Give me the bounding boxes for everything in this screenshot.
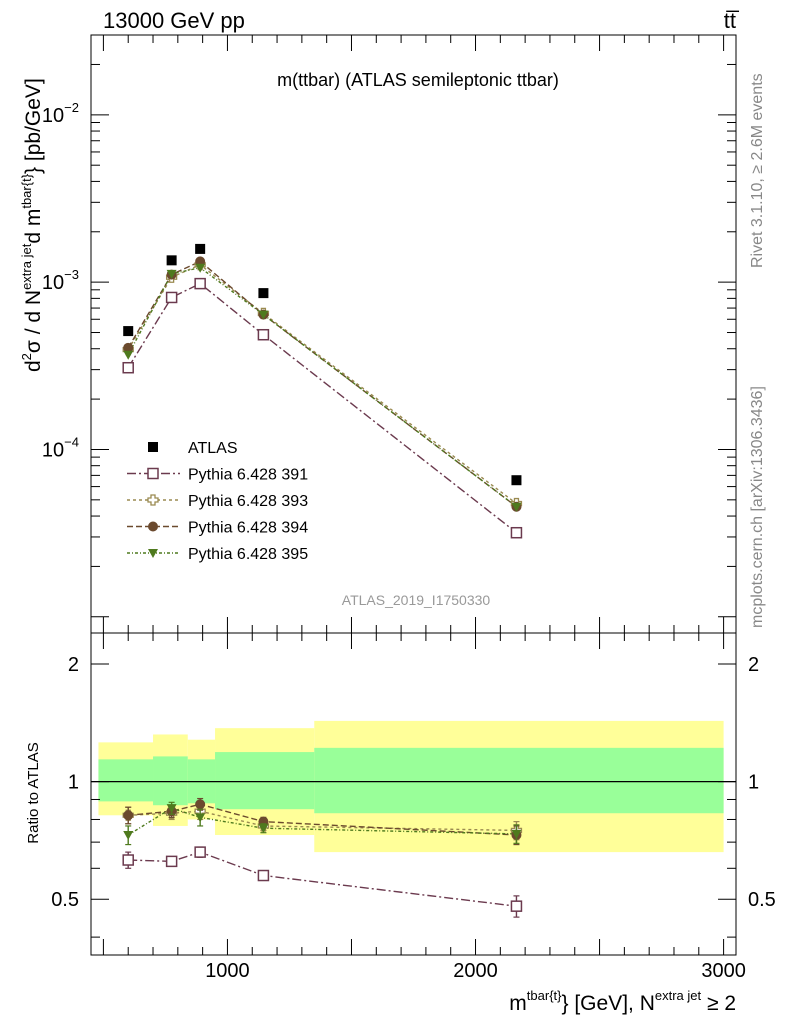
ratio-y-tick-label-left-0: 0.5 bbox=[51, 889, 79, 911]
ratio-plot-marks bbox=[91, 720, 736, 918]
legend-marker-4 bbox=[148, 549, 158, 558]
ratio-axis-ticks: 0.5 0.5 1 1 2 2 1000 2000 3000 bbox=[51, 633, 776, 982]
x-label-mid: } [GeV], N bbox=[562, 992, 655, 1015]
main-series-0-point-1 bbox=[165, 291, 178, 304]
ratio-frame bbox=[90, 632, 737, 956]
atlas-data-point-1 bbox=[166, 255, 177, 266]
main-y-tick-label-1: 10−3 bbox=[42, 267, 79, 294]
main-series-0-point-4 bbox=[510, 526, 523, 539]
y-label-sigma: σ / d N bbox=[22, 290, 45, 353]
analysis-id-label: ATLAS_2019_I1750330 bbox=[342, 592, 491, 608]
ratio-series-0-point-1 bbox=[165, 855, 178, 868]
ratio-inner-band-1 bbox=[153, 756, 188, 806]
ratio-series-0-point-4 bbox=[510, 900, 523, 912]
main-series-line-0 bbox=[127, 282, 517, 534]
legend-marker-0 bbox=[148, 442, 158, 452]
tick-exponent: −2 bbox=[64, 100, 79, 115]
legend-marker-3 bbox=[148, 521, 158, 532]
main-series-line-2 bbox=[127, 260, 517, 508]
mcplots-label: mcplots.cern.ch [arXiv:1306.3436] bbox=[749, 386, 766, 628]
x-label-base: m bbox=[509, 992, 527, 1015]
main-series-0-point-3 bbox=[257, 328, 270, 341]
collision-energy-label: 13000 GeV pp bbox=[103, 8, 245, 33]
main-series-3-point-0 bbox=[123, 350, 134, 360]
x-label-sup-extra-jet: extra jet bbox=[655, 988, 702, 1003]
main-y-axis-label: d2σ / d Nextra jetd mtbar{t}} [pb/GeV] bbox=[19, 78, 45, 372]
main-frame bbox=[90, 34, 737, 634]
x-axis-label: mtbar{t}} [GeV], Nextra jet ≥ 2 bbox=[509, 988, 736, 1015]
ratio-inner-band-3 bbox=[215, 752, 315, 810]
main-series-line-1 bbox=[127, 263, 517, 505]
chart-title: m(ttbar) (ATLAS semileptonic ttbar) bbox=[277, 70, 559, 90]
ratio-inner-band-0 bbox=[98, 759, 154, 802]
main-series-3-point-1 bbox=[166, 269, 177, 279]
legend-marker-2 bbox=[147, 494, 159, 506]
main-y-tick-label-0: 10−2 bbox=[42, 100, 79, 127]
y-label-sup-2: 2 bbox=[19, 353, 34, 360]
legend-marker-1 bbox=[147, 467, 159, 480]
main-plot-marks bbox=[122, 243, 523, 539]
ratio-y-tick-label-left-2: 2 bbox=[68, 654, 79, 676]
ratio-y-axis-label: Ratio to ATLAS bbox=[25, 742, 42, 843]
main-axis-ticks: 10−210−310−4 bbox=[42, 34, 736, 633]
atlas-data-point-0 bbox=[123, 326, 134, 337]
main-series-0-point-0 bbox=[122, 361, 134, 374]
main-series-3-point-4 bbox=[511, 502, 522, 512]
ratio-series-3-point-3 bbox=[258, 824, 269, 834]
ratio-y-tick-label-right-0: 0.5 bbox=[748, 889, 776, 911]
main-panel: 10−210−310−4 m(ttbar) (ATLAS semileptoni… bbox=[42, 34, 737, 634]
ratio-series-2-point-2 bbox=[195, 799, 206, 810]
atlas-data-point-2 bbox=[195, 243, 206, 254]
tick-base: 10 bbox=[42, 439, 64, 461]
ratio-inner-band-4 bbox=[314, 747, 724, 814]
ratio-series-3-point-0 bbox=[123, 831, 134, 841]
ratio-series-0-point-3 bbox=[257, 869, 270, 882]
tick-exponent: −4 bbox=[64, 434, 79, 449]
legend-label-0: ATLAS bbox=[188, 440, 238, 457]
y-label-sup-extra-jet: extra jet bbox=[19, 243, 34, 290]
x-label-sup-tbar: tbar{t} bbox=[527, 988, 562, 1003]
x-tick-label-1: 2000 bbox=[453, 960, 498, 982]
y-label-d2: d m bbox=[22, 209, 45, 244]
main-series-3-point-3 bbox=[258, 310, 269, 320]
atlas-data-point-3 bbox=[258, 288, 269, 299]
tick-base: 10 bbox=[42, 272, 64, 294]
legend: ATLAS Pythia 6.428 391 Pythia 6.428 393 Pyt… bbox=[127, 440, 308, 563]
tick-base: 10 bbox=[42, 105, 64, 127]
legend-label-3: Pythia 6.428 394 bbox=[188, 520, 308, 537]
x-tick-label-2: 3000 bbox=[701, 960, 746, 982]
ratio-y-tick-label-right-2: 2 bbox=[748, 654, 759, 676]
process-label: tt̅ bbox=[724, 8, 740, 33]
ratio-y-tick-label-left-1: 1 bbox=[68, 772, 79, 794]
ratio-y-tick-label-right-1: 1 bbox=[748, 772, 759, 794]
ratio-panel: 0.5 0.5 1 1 2 2 1000 2000 3000 bbox=[51, 632, 776, 982]
y-label-tail: } [pb/GeV] bbox=[22, 78, 45, 174]
ratio-series-2-point-0 bbox=[123, 810, 134, 821]
ratio-series-3-point-2 bbox=[195, 813, 206, 823]
ratio-series-0-point-0 bbox=[122, 854, 134, 866]
main-series-0-point-2 bbox=[194, 277, 206, 290]
main-series-2-point-0 bbox=[123, 342, 134, 353]
atlas-data-point-4 bbox=[511, 475, 522, 486]
ratio-series-3-point-1 bbox=[166, 804, 177, 814]
ratio-series-line-0 bbox=[128, 851, 517, 907]
ratio-series-3-point-4 bbox=[511, 829, 522, 839]
legend-label-2: Pythia 6.428 393 bbox=[188, 493, 308, 510]
main-y-tick-label-2: 10−4 bbox=[42, 434, 79, 461]
ratio-series-0-point-2 bbox=[194, 846, 206, 858]
tick-exponent: −3 bbox=[64, 267, 79, 282]
legend-label-4: Pythia 6.428 395 bbox=[188, 546, 308, 563]
y-label-d1: d bbox=[22, 360, 45, 372]
main-series-line-3 bbox=[127, 266, 517, 508]
x-tick-label-0: 1000 bbox=[205, 960, 250, 982]
main-series-3-point-2 bbox=[195, 263, 206, 273]
legend-label-1: Pythia 6.428 391 bbox=[188, 467, 308, 484]
y-label-sup-tbar: tbar{t} bbox=[19, 173, 34, 208]
x-label-tail: ≥ 2 bbox=[701, 992, 736, 1015]
rivet-version-label: Rivet 3.1.10, ≥ 2.6M events bbox=[749, 73, 766, 268]
